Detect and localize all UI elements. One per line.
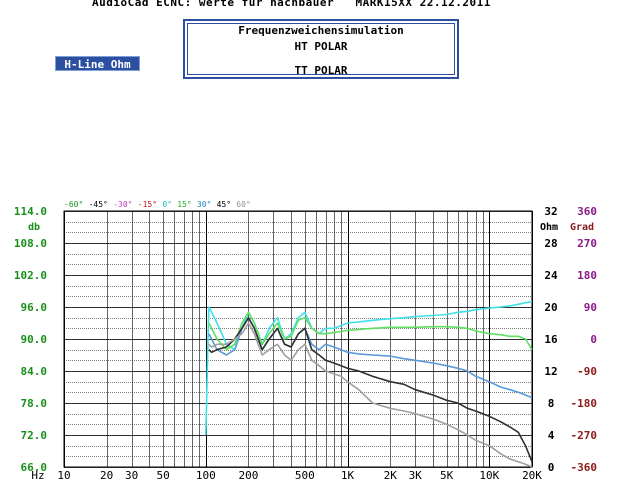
y-tick-label: 90.0 [21,333,48,346]
x-tick-label: 500 [295,469,315,480]
ohm-tick-label: 16 [544,333,558,346]
x-tick-label: 50 [156,469,169,480]
simulation-title: Frequenzweichensimulation [238,24,404,37]
ohm-tick-label: 4 [548,429,555,442]
x-tick-label: 10K [479,469,499,480]
app-title: AudioCad ECNC: werte für nachbauer MARK1… [92,0,491,9]
grad-tick-label: -360 [571,461,598,474]
legend-label: 15° [177,200,191,209]
ohm-tick-label: 20 [544,301,557,314]
x-tick-label: 20 [100,469,113,480]
ohm-tick-label: 24 [544,269,558,282]
legend-label: 30° [197,200,211,209]
y-tick-label: 108.0 [14,237,47,250]
legend-label: -15° [138,200,157,209]
ohm-tick-label: 28 [544,237,557,250]
y-unit-label: db [28,222,40,233]
series-line-5 [208,322,533,468]
x-tick-label: 20K [522,469,542,480]
series-line-4 [208,316,533,463]
x-tick-label: 1K [341,469,355,480]
series-line-2 [208,311,533,351]
grad-tick-label: 270 [577,237,597,250]
x-tick-label: 30 [125,469,138,480]
legend-label: -60° [64,200,83,209]
legend-label: -30° [113,200,132,209]
y-tick-label: 84.0 [21,365,48,378]
x-tick-label: 2K [384,469,398,480]
x-tick-label: 200 [239,469,259,480]
simulation-box-inner: Frequenzweichensimulation HT POLAR TT PO… [187,23,455,77]
x-unit-label: Hz [31,469,44,480]
grad-tick-label: -90 [577,365,597,378]
x-tick-label: 3K [409,469,423,480]
legend-label: 45° [217,200,231,209]
plot-frame [63,210,533,468]
simulation-box: Frequenzweichensimulation HT POLAR TT PO… [183,19,459,79]
ohm-tick-label: 0 [548,461,555,474]
h-line-ohm-button[interactable]: H-Line Ohm [55,56,140,71]
ohm-tick-label: 8 [548,397,555,410]
x-tick-label: 100 [196,469,216,480]
simulation-line-tt: TT POLAR [294,64,348,77]
ohm-tick-label: 32 [544,205,557,218]
grad-tick-label: 180 [577,269,597,282]
grad-tick-label: 90 [584,301,597,314]
simulation-line-ht: HT POLAR [294,40,348,53]
x-tick-label: 5K [440,469,454,480]
y-tick-label: 96.0 [21,301,48,314]
y-tick-label: 78.0 [21,397,48,410]
grad-unit-label: Grad [570,222,594,233]
y-tick-label: 114.0 [14,205,47,218]
legend-label: 60° [236,200,250,209]
legend-label: 0° [162,200,172,209]
ohm-unit-label: Ohm [540,222,558,233]
legend-label: -45° [89,200,108,209]
ohm-tick-label: 12 [544,365,557,378]
grad-tick-label: -180 [571,397,598,410]
grad-tick-label: -270 [571,429,598,442]
y-tick-label: 72.0 [21,429,48,442]
y-tick-label: 66.0 [21,461,48,474]
x-tick-label: 10 [57,469,70,480]
grad-tick-label: 360 [577,205,597,218]
y-tick-label: 102.0 [14,269,47,282]
grad-tick-label: 0 [590,333,597,346]
